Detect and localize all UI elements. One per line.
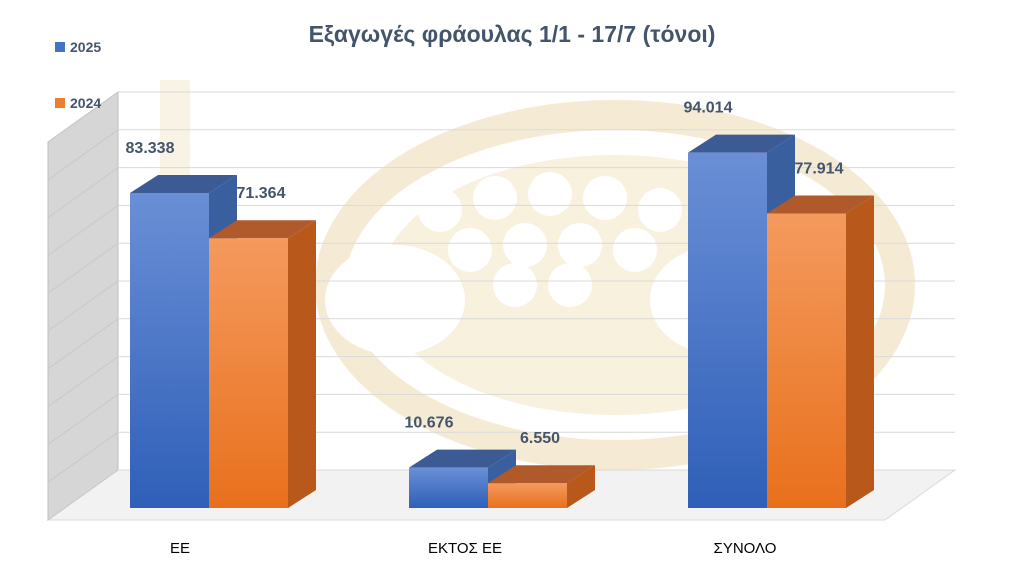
legend-swatch-2024 [55, 98, 65, 108]
side-gridline [47, 167, 119, 219]
side-gridline [47, 129, 119, 181]
bar-front [488, 483, 567, 508]
category-labels: ΕΕ ΕΚΤΟΣ ΕΕ ΣΥΝΟΛΟ [170, 540, 776, 557]
bar-front [688, 152, 767, 508]
side-gridline [47, 204, 119, 256]
bar-top [409, 449, 516, 468]
value-label-2025-2: 94.014 [684, 100, 733, 117]
bar-front [209, 238, 288, 508]
legend: 2025 2024 [55, 39, 101, 111]
value-label-2024-1: 6.550 [520, 430, 560, 447]
legend-label-2025: 2025 [70, 39, 101, 55]
side-gridline [47, 393, 119, 445]
category-label-0: ΕΕ [170, 540, 190, 557]
bar-side [288, 220, 316, 508]
value-label-2024-2: 77.914 [795, 160, 844, 177]
bar-top [767, 195, 874, 214]
value-label-2024-0: 71.364 [237, 185, 286, 202]
category-label-1: ΕΚΤΟΣ ΕΕ [428, 540, 502, 557]
bar-side [567, 465, 595, 508]
side-gridline [47, 356, 119, 408]
legend-swatch-2025 [55, 42, 65, 52]
side-gridline [47, 469, 119, 521]
value-label-2025-1: 10.676 [405, 415, 454, 432]
bar-side [846, 195, 874, 508]
side-gridline [47, 91, 119, 143]
bar-2024-1 [488, 465, 595, 508]
side-gridline [47, 318, 119, 370]
side-gridline [47, 280, 119, 332]
legend-label-2024: 2024 [70, 95, 101, 111]
chart-title: Εξαγωγές φράουλας 1/1 - 17/7 (τόνοι) [309, 21, 716, 47]
bar-top [209, 220, 316, 239]
bar-top [130, 174, 237, 193]
side-gridline [47, 431, 119, 483]
bar-front [409, 467, 488, 508]
category-label-2: ΣΥΝΟΛΟ [714, 540, 777, 557]
bar-top [488, 465, 595, 484]
value-labels: 83.338 71.364 10.676 6.550 94.014 77.914 [126, 100, 844, 448]
bar-2024-0 [209, 220, 316, 508]
side-gridline [47, 242, 119, 294]
bar-top [688, 134, 795, 153]
bar-front [767, 213, 846, 508]
bars [130, 134, 874, 508]
value-label-2025-0: 83.338 [126, 140, 175, 157]
bar-front [130, 192, 209, 508]
bar-2024-2 [767, 195, 874, 508]
